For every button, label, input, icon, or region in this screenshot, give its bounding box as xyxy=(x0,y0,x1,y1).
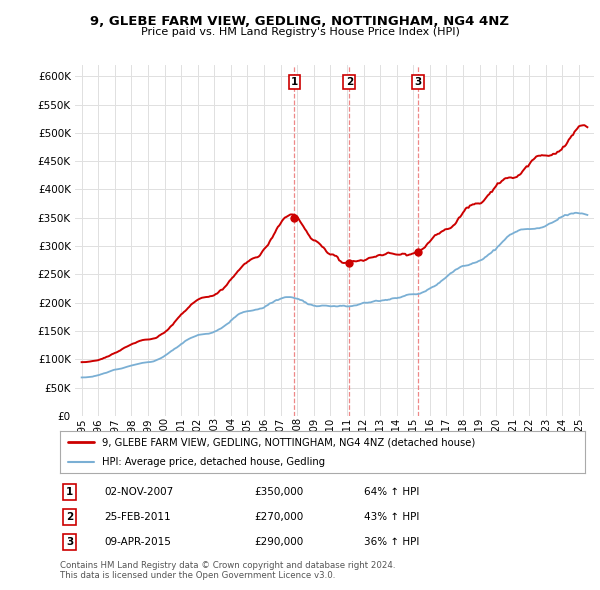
Text: 3: 3 xyxy=(414,77,421,87)
Text: Price paid vs. HM Land Registry's House Price Index (HPI): Price paid vs. HM Land Registry's House … xyxy=(140,27,460,37)
Text: £290,000: £290,000 xyxy=(254,537,304,547)
Text: £270,000: £270,000 xyxy=(254,512,304,522)
Text: 43% ↑ HPI: 43% ↑ HPI xyxy=(365,512,420,522)
Text: 09-APR-2015: 09-APR-2015 xyxy=(104,537,172,547)
Text: This data is licensed under the Open Government Licence v3.0.: This data is licensed under the Open Gov… xyxy=(60,571,335,579)
Text: 1: 1 xyxy=(291,77,298,87)
Text: Contains HM Land Registry data © Crown copyright and database right 2024.: Contains HM Land Registry data © Crown c… xyxy=(60,560,395,569)
Text: 3: 3 xyxy=(66,537,73,547)
Text: 9, GLEBE FARM VIEW, GEDLING, NOTTINGHAM, NG4 4NZ: 9, GLEBE FARM VIEW, GEDLING, NOTTINGHAM,… xyxy=(91,15,509,28)
Text: 02-NOV-2007: 02-NOV-2007 xyxy=(104,487,174,497)
Text: 2: 2 xyxy=(346,77,353,87)
Text: £350,000: £350,000 xyxy=(254,487,304,497)
Text: 25-FEB-2011: 25-FEB-2011 xyxy=(104,512,171,522)
Text: 9, GLEBE FARM VIEW, GEDLING, NOTTINGHAM, NG4 4NZ (detached house): 9, GLEBE FARM VIEW, GEDLING, NOTTINGHAM,… xyxy=(102,437,475,447)
Text: 2: 2 xyxy=(66,512,73,522)
Text: 36% ↑ HPI: 36% ↑ HPI xyxy=(365,537,420,547)
Text: 64% ↑ HPI: 64% ↑ HPI xyxy=(365,487,420,497)
Text: HPI: Average price, detached house, Gedling: HPI: Average price, detached house, Gedl… xyxy=(102,457,325,467)
Text: 1: 1 xyxy=(66,487,73,497)
